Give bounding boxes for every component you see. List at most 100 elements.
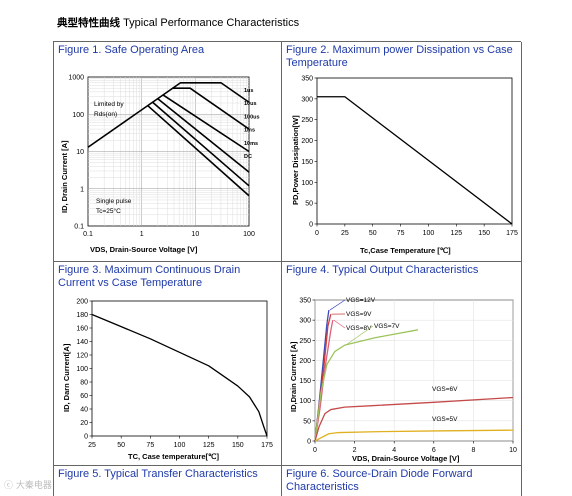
output-label-pointer: [329, 299, 346, 311]
power-series: [317, 96, 513, 225]
output-series-label: VGS=5V: [432, 416, 458, 423]
output-ytick-label: 250: [299, 338, 311, 345]
figure-3-caption: Figure 3. Maximum Continuous Drain Curre…: [58, 264, 241, 289]
figure-3-cell: Figure 3. Maximum Continuous Drain Curre…: [54, 262, 282, 466]
power-ytick-label: 200: [301, 138, 313, 145]
soa-annotation-rdson: Rds(on): [94, 111, 117, 118]
figure-6-cell: Figure 6. Source-Drain Diode Forward Cha…: [282, 466, 522, 496]
current-ytick-label: 100: [76, 366, 88, 373]
soa-series-label: 10ms: [244, 141, 258, 147]
power-ytick-label: 100: [301, 180, 313, 187]
soa-series-line: [157, 98, 250, 173]
output-series-line: [314, 320, 334, 442]
current-ytick-label: 140: [76, 339, 88, 346]
output-xtick-label: 4: [392, 447, 396, 454]
page-title-en: Typical Performance Characteristics: [123, 17, 300, 29]
soa-series-line: [162, 94, 250, 153]
output-xtick-label: 10: [509, 447, 517, 454]
current-xtick-label: 175: [261, 442, 273, 449]
output-series-label: VGS=6V: [432, 386, 458, 393]
soa-series-line: [172, 87, 250, 130]
output-series: [314, 309, 514, 442]
output-xtick-label: 6: [432, 447, 436, 454]
output-xlabel: VDS, Drain-Source Voltage [V]: [352, 454, 460, 463]
soa-ytick-label: 10: [76, 149, 84, 156]
power-ytick-label: 50: [305, 201, 313, 208]
output-ytick-label: 300: [299, 318, 311, 325]
power-xtick-label: 25: [341, 230, 349, 237]
soa-annotation-pulse: Single pulse: [96, 198, 132, 205]
soa-series-line: [152, 101, 250, 187]
output-label-pointer: [345, 325, 374, 346]
soa-series: 1us 10us 100us 1ms 10ms DC: [87, 81, 260, 197]
current-xtick-label: 150: [232, 442, 244, 449]
current-ylabel: ID, Darn Current[A]: [62, 343, 71, 412]
power-ylabel: PD,Power Dissipation[W]: [291, 115, 300, 205]
power-xtick-label: 100: [423, 230, 435, 237]
soa-xlabel: VDS, Drain-Source Voltage [V]: [90, 245, 198, 254]
output-series-line: [314, 329, 419, 442]
output-ylabel: ID,Drain Current [A]: [289, 341, 298, 412]
current-xtick-label: 125: [203, 442, 215, 449]
power-xtick-label: 175: [506, 230, 518, 237]
output-series-label: VGS=7V: [374, 323, 400, 330]
current-ytick-label: 200: [76, 299, 88, 306]
soa-ytick-label: 100: [72, 112, 84, 119]
output-series-line: [314, 396, 514, 442]
output-plot-area: [314, 299, 514, 442]
soa-series-label: DC: [244, 154, 252, 160]
output-grid: [314, 299, 514, 442]
figure-grid: Figure 1. Safe Operating Area Figure 2. …: [53, 41, 522, 496]
current-series-line: [91, 313, 268, 437]
power-series-line: [317, 96, 513, 225]
current-ticks: 25 50 75 100 125 150 1752001801601401201008060…: [76, 299, 273, 450]
power-ytick-label: 150: [301, 159, 313, 166]
current-ytick-label: 80: [80, 380, 88, 387]
current-xlabel: TC, Case temperature[℃]: [128, 452, 219, 461]
output-series-label: VGS=8V: [346, 325, 372, 332]
output-ytick-label: 0: [307, 439, 311, 446]
output-ytick-label: 100: [299, 398, 311, 405]
output-series-label: VGS=9V: [346, 311, 372, 318]
current-ytick-label: 40: [80, 407, 88, 414]
power-ytick-label: 0: [309, 222, 313, 229]
power-ticks: 0 25 50 75 100 125 150 175 350 300 250 200 150 100 50 0: [301, 76, 518, 238]
power-xtick-label: 50: [369, 230, 377, 237]
output-ytick-label: 200: [299, 358, 311, 365]
soa-ticks: 0.1 1 10 100 1000 100 10 1 0.1: [68, 75, 255, 239]
current-ytick-label: 60: [80, 393, 88, 400]
figure-2-cell: Figure 2. Maximum power Dissipation vs C…: [282, 42, 522, 262]
current-ytick-label: 20: [80, 420, 88, 427]
current-ytick-label: 180: [76, 312, 88, 319]
output-ticks: 0 2 4 6 8 10 350 300 250 200 150 100 50 0: [299, 298, 517, 455]
current-xtick-label: 75: [146, 442, 154, 449]
output-xtick-label: 8: [471, 447, 475, 454]
figure-5-caption: Figure 5. Typical Transfer Characteristi…: [58, 468, 258, 480]
power-xtick-label: 75: [397, 230, 405, 237]
current-ytick-label: 160: [76, 326, 88, 333]
soa-ytick-label: 1000: [68, 75, 84, 82]
current-ytick-label: 0: [84, 434, 88, 441]
power-ytick-label: 350: [301, 76, 313, 83]
figure-6-caption: Figure 6. Source-Drain Diode Forward Cha…: [286, 468, 473, 493]
soa-annotation-tc: Tc=25°C: [96, 207, 121, 215]
current-xtick-label: 25: [88, 442, 96, 449]
figure-2-caption: Figure 2. Maximum power Dissipation vs C…: [286, 44, 513, 69]
figure-4-caption: Figure 4. Typical Output Characteristics: [286, 264, 479, 276]
output-series-labels: VGS=12V VGS=9V VGS=8V VGS=7V VGS=6V VGS=5V: [329, 297, 458, 423]
current-xtick-label: 100: [174, 442, 186, 449]
output-xtick-label: 0: [313, 447, 317, 454]
power-xtick-label: 150: [478, 230, 490, 237]
output-ytick-label: 50: [303, 418, 311, 425]
current-series: [91, 313, 268, 437]
figure-1-cell: Figure 1. Safe Operating Area: [54, 42, 282, 262]
soa-series-label: 100us: [244, 114, 260, 120]
power-xtick-label: 0: [315, 230, 319, 237]
soa-xtick-label: 0.1: [83, 231, 93, 238]
figure-1-caption: Figure 1. Safe Operating Area: [58, 44, 205, 56]
soa-xtick-label: 10: [191, 231, 199, 238]
power-xtick-label: 125: [450, 230, 462, 237]
current-ytick-label: 120: [76, 353, 88, 360]
page-title-cn: 典型特性曲线: [57, 17, 120, 29]
